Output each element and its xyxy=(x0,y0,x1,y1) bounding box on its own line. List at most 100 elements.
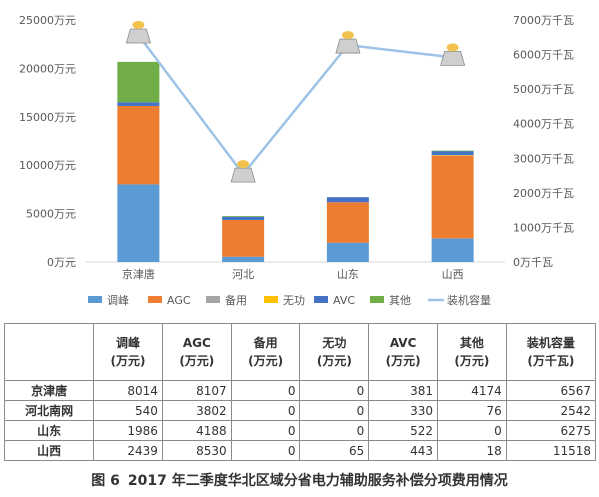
legend-swatch xyxy=(88,296,102,303)
table-cell: 0 xyxy=(299,380,370,401)
table-cell: 4174 xyxy=(436,380,507,401)
smoke-puff-marker xyxy=(237,160,250,169)
table-cell: 443 xyxy=(368,440,438,461)
table-cell: 0 xyxy=(299,400,370,421)
bar-segment xyxy=(222,216,265,220)
bar-segment xyxy=(431,155,474,239)
table-row: 河北南网 540 3802 0 0 330 76 2542 xyxy=(3,400,597,421)
legend-label: 调峰 xyxy=(107,294,129,307)
caption-figure-number: 图 6 xyxy=(91,473,120,489)
figure-caption: 图 6 2017 年二季度华北区域分省电力辅助服务补偿分项费用情况 xyxy=(0,470,599,490)
left-axis-tick-label: 20000万元 xyxy=(19,62,76,75)
left-axis-tick-label: 25000万元 xyxy=(19,14,76,27)
table-cell: 0 xyxy=(230,420,301,441)
table-header-row: 调峰 (万元) AGC (万元) 备用 (万元) 无功 (万元) AVC (万元) 其他(… xyxy=(3,323,597,381)
legend-swatch xyxy=(206,296,220,303)
bar-segment xyxy=(431,155,474,156)
right-axis-tick-label: 6000万千瓦 xyxy=(513,49,574,62)
table-cell: 8107 xyxy=(161,380,232,401)
bar-segment xyxy=(326,197,369,203)
table-cell: 6567 xyxy=(505,380,597,401)
table-cell: 0 xyxy=(230,400,301,421)
table-row-name: 山西 xyxy=(3,440,95,461)
table-row: 山西 2439 8530 0 65 443 18 11518 xyxy=(3,440,597,461)
capacity-line xyxy=(137,34,453,177)
bar-segment xyxy=(117,105,160,185)
legend-swatch xyxy=(314,296,328,303)
right-axis-tick-label: 1000万千瓦 xyxy=(513,221,574,234)
table-cell: 540 xyxy=(93,400,163,421)
bar-segment xyxy=(117,184,160,262)
table-cell: 2439 xyxy=(93,440,163,461)
legend-swatch xyxy=(370,296,384,303)
header-cell-reactive: 无功 (万元) xyxy=(299,323,370,381)
table-cell: 6275 xyxy=(505,420,597,441)
table-cell: 381 xyxy=(368,380,438,401)
bar-segment xyxy=(222,256,265,262)
bar-segment xyxy=(326,242,369,262)
cooling-tower-marker xyxy=(335,38,361,54)
right-axis-tick-label: 3000万千瓦 xyxy=(513,152,574,165)
header-cell-avc: AVC (万元) xyxy=(368,323,438,381)
table-cell: 0 xyxy=(299,420,370,441)
table-cell: 76 xyxy=(436,400,507,421)
right-axis-tick-label: 2000万千瓦 xyxy=(513,187,574,200)
legend-label: 其他 xyxy=(389,294,411,307)
table-row: 山东 1986 4188 0 0 522 0 6275 xyxy=(3,420,597,441)
table-cell: 18 xyxy=(436,440,507,461)
legend-label: AVC xyxy=(333,294,355,307)
data-table: 调峰 (万元) AGC (万元) 备用 (万元) 无功 (万元) AVC (万元) 其他(… xyxy=(3,323,597,461)
table-cell: 8014 xyxy=(93,380,163,401)
category-label: 河北 xyxy=(232,268,254,281)
left-axis-tick-label: 5000万元 xyxy=(26,208,76,221)
smoke-puff-marker xyxy=(132,20,145,29)
left-axis-tick-label: 10000万元 xyxy=(19,159,76,172)
table-cell: 8530 xyxy=(161,440,232,461)
bar-segment xyxy=(222,219,265,257)
right-axis-tick-label: 4000万千瓦 xyxy=(513,118,574,131)
header-cell-other: 其他 (万元) xyxy=(436,323,507,381)
cooling-tower-marker xyxy=(125,28,151,44)
bar-segment xyxy=(117,102,160,106)
table-cell: 0 xyxy=(436,420,507,441)
table-cell: 11518 xyxy=(505,440,597,461)
category-label: 山西 xyxy=(442,268,464,281)
legend-label: AGC xyxy=(167,294,191,307)
bar-segment xyxy=(326,202,369,243)
legend-label: 装机容量 xyxy=(447,293,491,307)
bar-segment xyxy=(431,150,474,156)
header-cell-capacity: 装机容量 (万千瓦) xyxy=(505,323,597,381)
table-cell: 4188 xyxy=(161,420,232,441)
table-cell: 2542 xyxy=(505,400,597,421)
smoke-puff-marker xyxy=(446,43,459,52)
table-row: 京津唐 8014 8107 0 0 381 4174 6567 xyxy=(3,380,597,401)
table-cell: 0 xyxy=(230,380,301,401)
category-label: 京津唐 xyxy=(122,267,155,281)
cooling-tower-marker xyxy=(230,167,256,183)
header-cell-reserve: 备用 (万元) xyxy=(230,323,301,381)
category-label: 山东 xyxy=(337,268,359,281)
smoke-puff-marker xyxy=(341,31,354,40)
bar-segment xyxy=(117,61,160,103)
caption-text: 2017 年二季度华北区域分省电力辅助服务补偿分项费用情况 xyxy=(127,473,508,489)
table-row-name: 京津唐 xyxy=(3,380,95,401)
table-cell: 0 xyxy=(230,440,301,461)
stacked-bar-line-chart: 0万元 5000万元 10000万元 15000万元 20000万元 25000万元 0万千… xyxy=(19,14,574,307)
bar-segment xyxy=(431,238,474,262)
header-cell-agc: AGC (万元) xyxy=(161,323,232,381)
table-cell: 330 xyxy=(368,400,438,421)
table-cell: 522 xyxy=(368,420,438,441)
legend-swatch xyxy=(264,296,278,303)
left-axis-tick-label: 15000万元 xyxy=(19,111,76,124)
right-axis-tick-label: 0万千瓦 xyxy=(513,256,553,269)
header-cell-peak: 调峰 (万元) xyxy=(93,323,163,381)
cooling-tower-marker xyxy=(440,51,466,66)
table-corner-cell xyxy=(3,323,95,381)
right-axis-tick-label: 7000万千瓦 xyxy=(513,14,574,27)
bar-segment xyxy=(222,216,265,217)
table-cell: 3802 xyxy=(161,400,232,421)
legend-label: 备用 xyxy=(225,293,247,307)
right-axis-tick-label: 5000万千瓦 xyxy=(513,83,574,96)
bar-segment xyxy=(431,150,474,152)
legend-label: 无功 xyxy=(283,294,305,307)
